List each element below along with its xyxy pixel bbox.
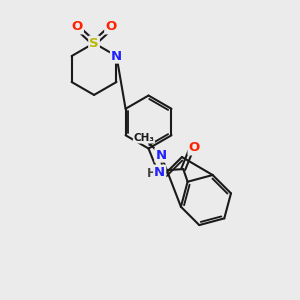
Text: N: N bbox=[154, 166, 165, 178]
Text: CH₃: CH₃ bbox=[134, 133, 154, 143]
Text: H: H bbox=[147, 167, 157, 180]
Text: S: S bbox=[89, 37, 99, 50]
Text: N: N bbox=[155, 148, 167, 162]
Text: O: O bbox=[105, 20, 116, 33]
Text: O: O bbox=[72, 20, 83, 33]
Text: O: O bbox=[188, 141, 200, 154]
Text: N: N bbox=[111, 50, 122, 63]
